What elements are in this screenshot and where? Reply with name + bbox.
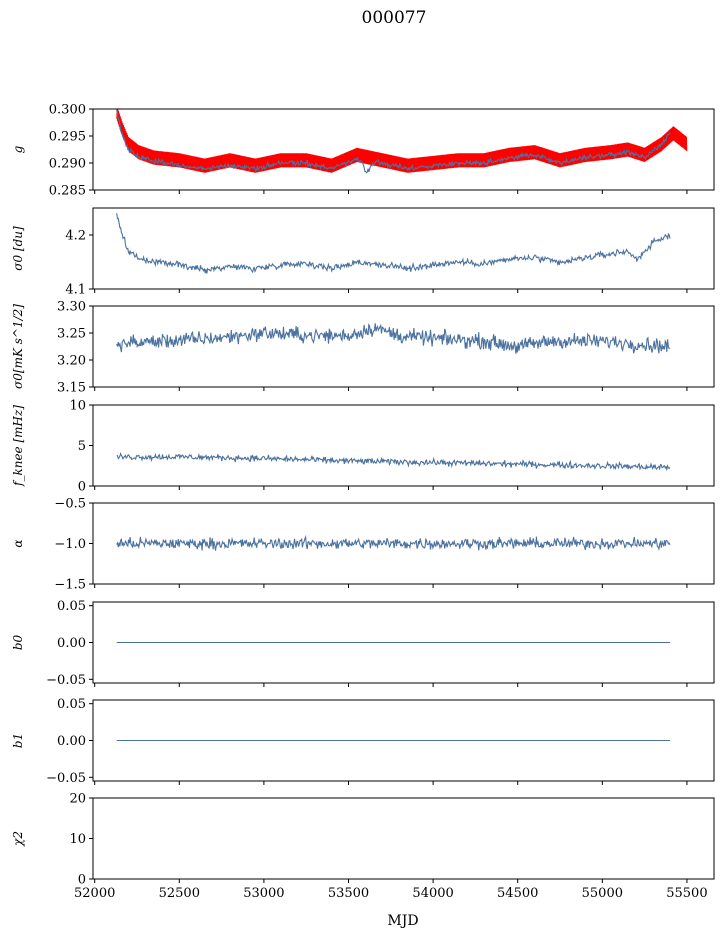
x-tick-label: 53000 [243,886,284,901]
axes-frame [92,108,715,191]
panel-sigma0_mks: 3.15 3.20 3.25 3.30 σ0[mK s^1/2] [11,300,715,396]
plot-area [116,109,688,174]
series-line [116,109,671,174]
y-tick-label: −0.05 [46,673,86,688]
series-overlay-line [116,109,688,173]
series-line [116,213,671,274]
y-axis-label: σ0[mK s^1/2] [11,304,25,389]
x-tick-label: 54000 [412,886,453,901]
y-tick-label: 0 [78,873,86,888]
y-tick-label: 0.295 [49,130,86,145]
plot-area [116,451,671,472]
y-tick-label: 0.290 [49,157,86,172]
y-tick-label: −1.5 [54,578,86,593]
y-tick-label: 0.00 [57,636,86,651]
x-tick-label: 54500 [497,886,538,901]
y-tick-label: 0.05 [57,697,86,712]
y-tick-label: 4.1 [65,283,86,298]
y-tick-label: 20 [69,792,86,807]
series-line [116,534,671,551]
y-tick-label: 0 [78,480,86,495]
axes-frame [92,797,715,880]
y-tick-label: 0.285 [49,184,86,199]
plot-area [116,213,671,274]
y-tick-label: −0.05 [46,771,86,786]
y-tick-label: 4.2 [65,229,86,244]
panel-chi2: 0 10 20 52000 52500 53000 53500 54000 54500 55000… [11,792,715,901]
y-axis-label: f_knee [mHz] [11,405,25,487]
y-axis-label: b0 [11,634,25,650]
figure-title: 000077 [362,8,427,28]
panel-fknee: 0 5 10 f_knee [mHz] [11,399,715,495]
axes-frame [92,305,715,388]
x-tick-label: 52500 [159,886,200,901]
x-axis-label: MJD [387,913,418,929]
y-axis-label: b1 [11,733,25,748]
series-line [116,451,671,472]
plot-area [116,323,671,354]
y-axis-label: g [11,145,25,153]
panel-sigma0_du: 4.1 4.2 σ0 [du] [11,207,715,298]
y-tick-label: −1.0 [54,537,86,552]
x-tick-label: 55500 [666,886,707,901]
y-tick-label: −0.5 [54,497,86,512]
panel-b1: −0.05 0.00 0.05 b1 [11,697,715,786]
axes-frame [92,404,715,487]
y-tick-label: 5 [78,439,86,454]
y-tick-label: 0.05 [57,599,86,614]
y-tick-label: 10 [69,832,86,847]
axes-frame [92,207,715,290]
y-tick-label: 0.300 [49,103,86,118]
y-tick-label: 3.20 [57,354,86,369]
panel-alpha: −1.5 −1.0 −0.5 α [11,497,715,593]
x-tick-label: 53500 [328,886,369,901]
y-tick-label: 0.00 [57,734,86,749]
y-tick-label: 10 [69,399,86,414]
x-tick-label: 52000 [74,886,115,901]
y-tick-label: 3.25 [57,327,86,342]
y-axis-label: α [11,539,25,547]
panel-b0: −0.05 0.00 0.05 b0 [11,599,715,688]
plot-area [116,534,671,551]
x-tick-label: 55000 [582,886,623,901]
y-tick-label: 3.30 [57,300,86,315]
series-line [116,323,671,354]
panel-g: 0.285 0.290 0.295 0.300 g [11,103,715,199]
y-tick-label: 3.15 [57,381,86,396]
y-axis-label: χ2 [11,831,25,847]
y-axis-label: σ0 [du] [11,226,25,271]
